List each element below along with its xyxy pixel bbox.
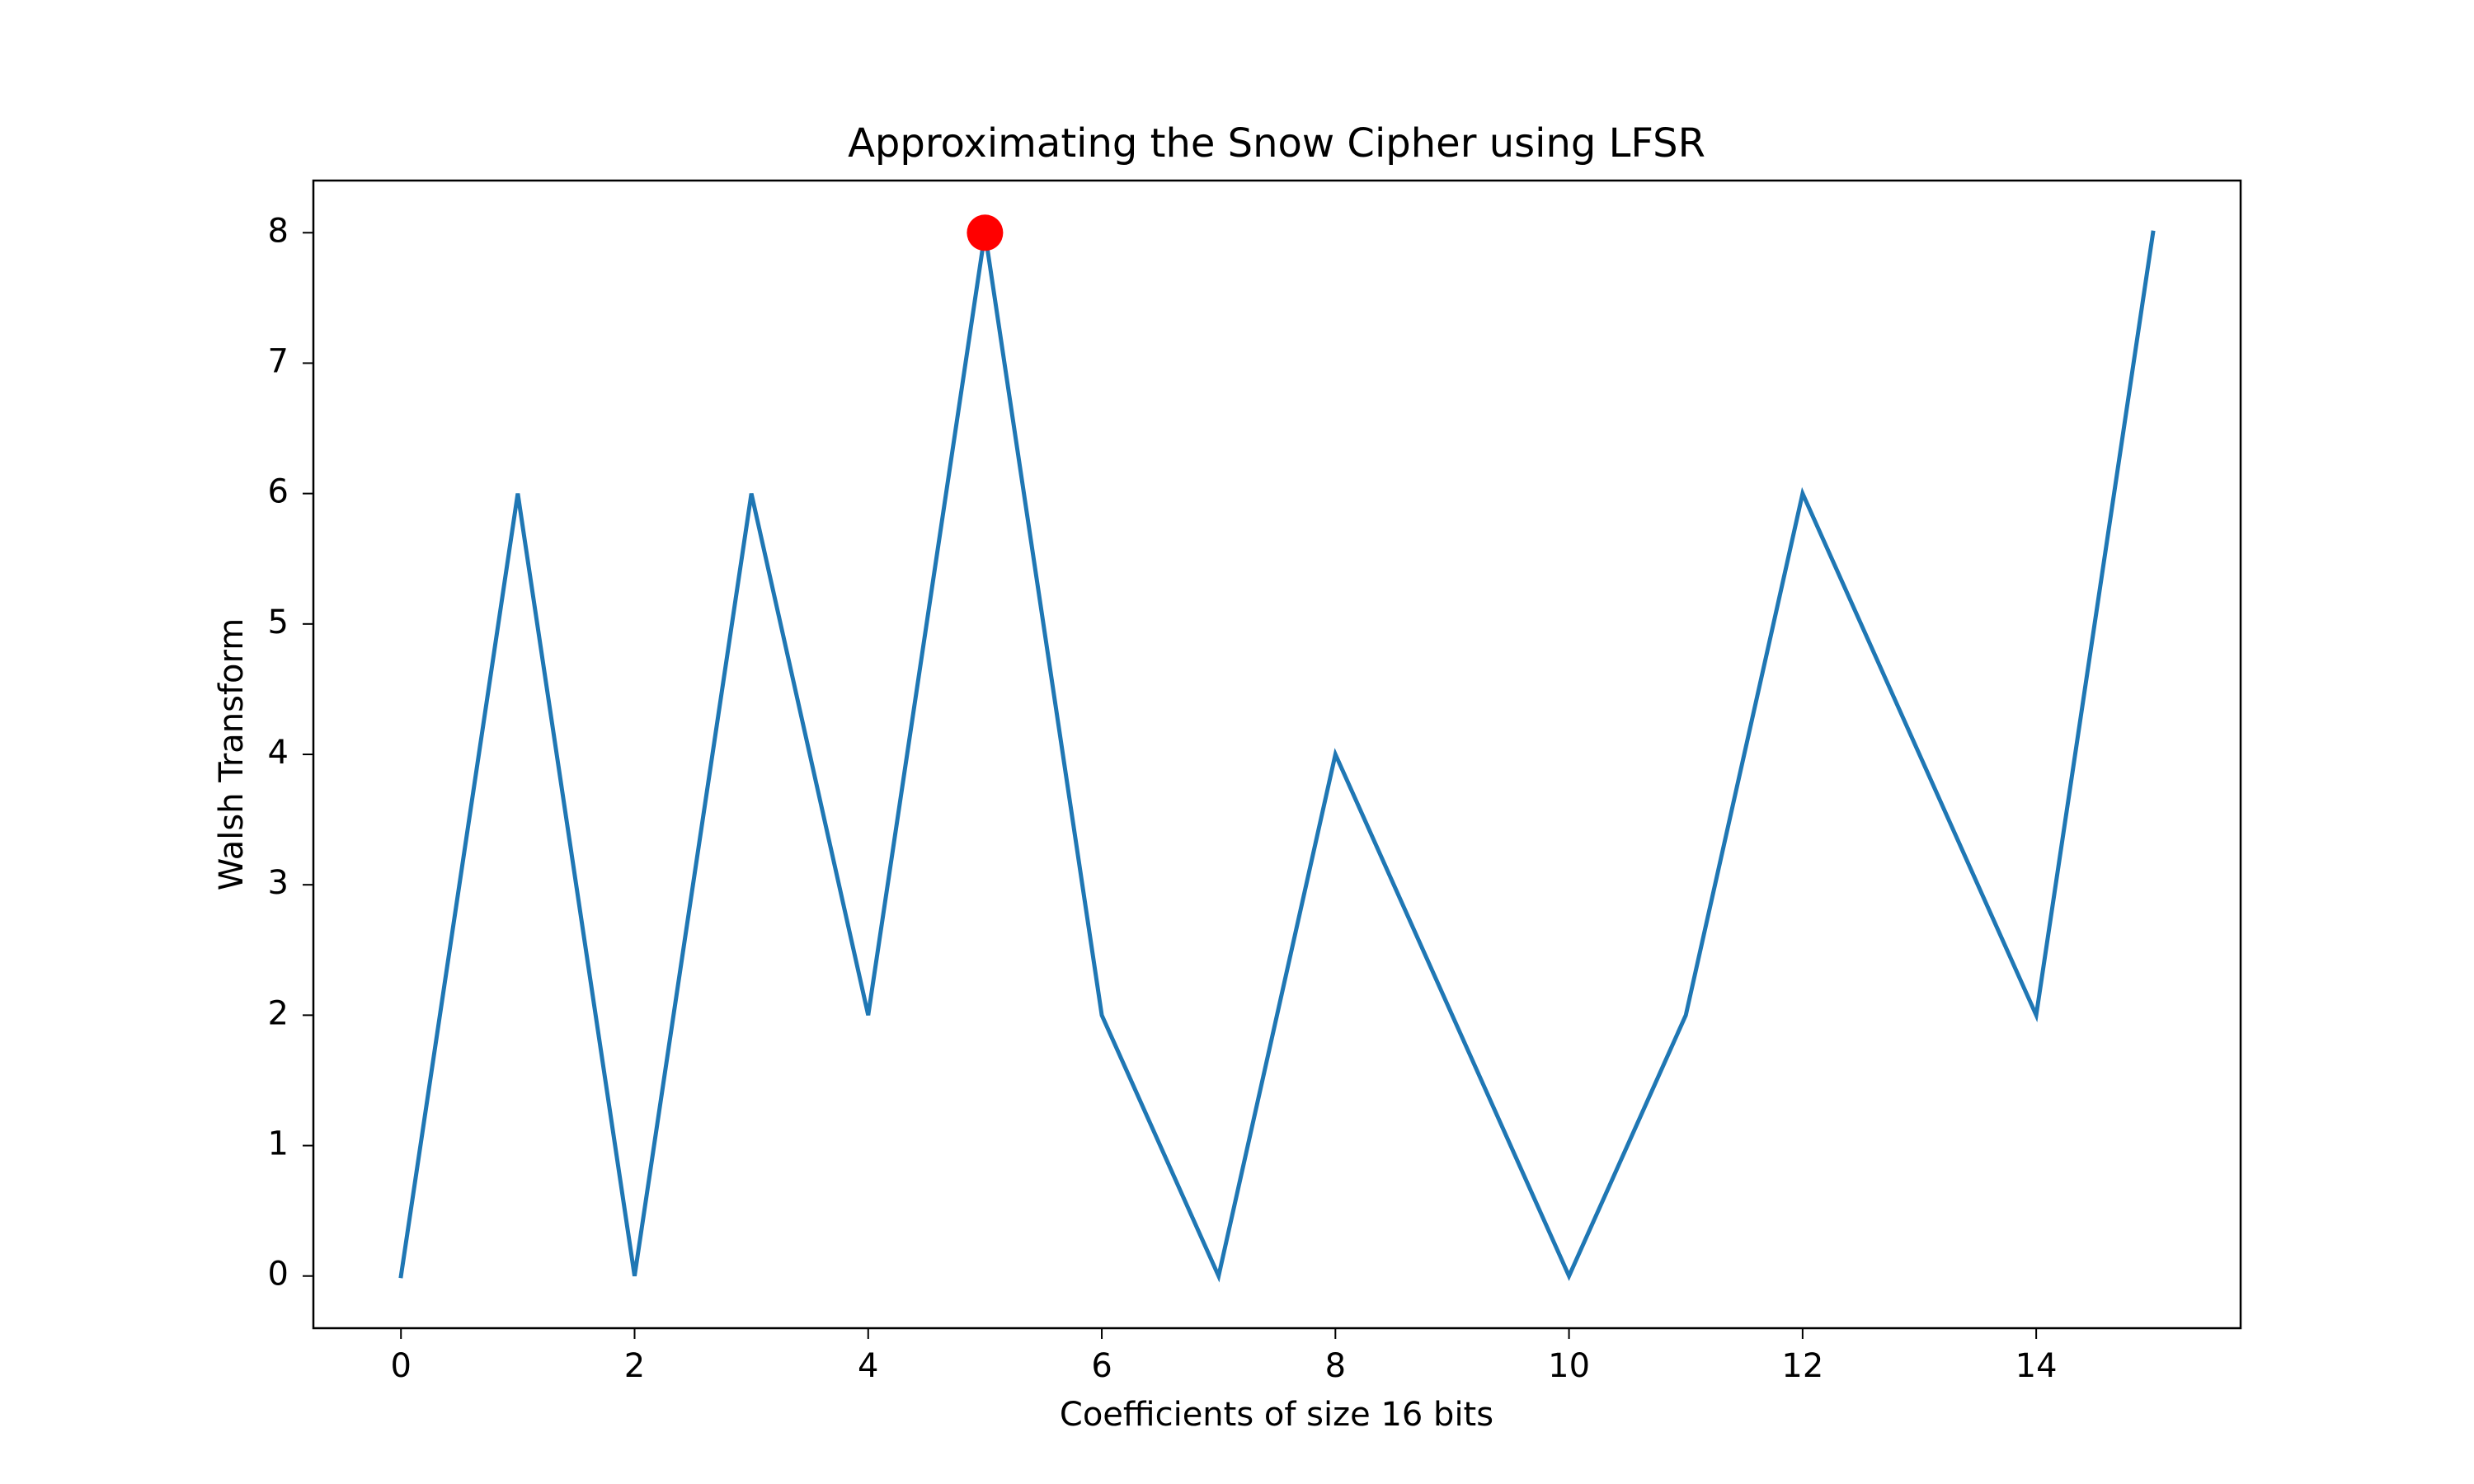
y-tick-label: 8	[268, 212, 289, 250]
chart-title: Approximating the Snow Cipher using LFSR	[848, 120, 1705, 167]
series-line	[398, 230, 2156, 1283]
y-tick-label: 0	[268, 1256, 289, 1294]
x-axis-label: Coefficients of size 16 bits	[1060, 1396, 1493, 1434]
x-tick-label: 8	[1325, 1347, 1346, 1385]
y-tick-label: 6	[268, 473, 289, 511]
y-axis-label: Walsh Transform	[213, 618, 251, 891]
highlight-point	[967, 214, 1004, 251]
axes-frame	[312, 179, 2242, 1330]
x-tick-label: 10	[1548, 1347, 1590, 1385]
y-tick-label: 5	[268, 603, 289, 641]
y-tick-label: 1	[268, 1125, 289, 1163]
x-tick-label: 14	[2015, 1347, 2058, 1385]
y-tick-label: 4	[268, 734, 289, 772]
y-tick-label: 2	[268, 994, 289, 1032]
x-tick-label: 6	[1091, 1347, 1112, 1385]
y-tick-label: 3	[268, 864, 289, 902]
series-layer	[398, 214, 2156, 1283]
x-tick-label: 2	[624, 1347, 645, 1385]
x-tick-label: 0	[391, 1347, 412, 1385]
y-axis-ticks: 0 1 2 3 4 5 6 7 8	[268, 212, 313, 1294]
x-axis-ticks: 0 2 4 6 8 10 12 14	[391, 1328, 2058, 1385]
x-tick-label: 12	[1781, 1347, 1823, 1385]
y-tick-label: 7	[268, 342, 289, 380]
x-tick-label: 4	[858, 1347, 878, 1385]
